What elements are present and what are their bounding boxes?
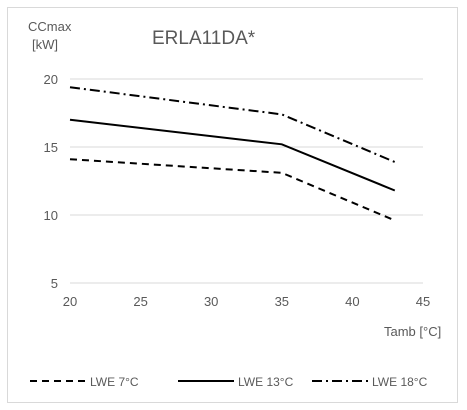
x-tick-label: 45 xyxy=(416,294,430,309)
legend-label: LWE 13°C xyxy=(238,375,294,389)
x-tick-label: 30 xyxy=(204,294,218,309)
x-tick-label: 25 xyxy=(133,294,147,309)
y-tick-label: 5 xyxy=(51,276,58,291)
x-tick-label: 40 xyxy=(345,294,359,309)
legend-label: LWE 18°C xyxy=(372,375,428,389)
series-line-lwe-13-c xyxy=(69,118,396,192)
y-tick-labels: 5 10 15 20 xyxy=(44,72,58,291)
x-axis-label: Tamb [°C] xyxy=(384,324,441,339)
y-tick-label: 10 xyxy=(44,208,58,223)
series-lines xyxy=(69,86,396,222)
y-axis-label-line1: CCmax xyxy=(28,19,72,34)
chart-frame xyxy=(7,7,458,403)
y-axis-label-line2: [kW] xyxy=(32,37,58,52)
y-tick-label: 15 xyxy=(44,140,58,155)
y-tick-label: 20 xyxy=(44,72,58,87)
legend: LWE 7°C LWE 13°C LWE 18°C xyxy=(30,375,428,389)
x-tick-label: 35 xyxy=(275,294,289,309)
x-tick-labels: 20 25 30 35 40 45 xyxy=(63,294,430,309)
chart-title: ERLA11DA* xyxy=(152,28,256,49)
x-tick-label: 20 xyxy=(63,294,77,309)
series-line-lwe-18-c xyxy=(69,86,396,163)
grid xyxy=(70,78,423,284)
legend-label: LWE 7°C xyxy=(90,375,139,389)
series-line-lwe-7-c xyxy=(69,158,396,222)
